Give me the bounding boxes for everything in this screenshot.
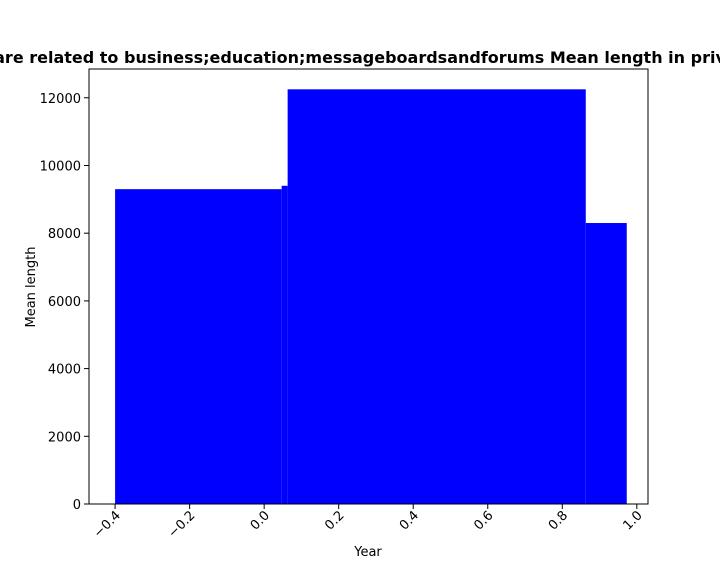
x-tick-label: −0.4 [91, 508, 124, 541]
x-tick-label: 0.2 [322, 508, 347, 533]
bar-1 [281, 185, 288, 504]
x-tick-label: −0.2 [166, 508, 199, 541]
x-axis-label: Year [353, 545, 382, 560]
x-axis-ticks: −0.4 −0.2 0.0 0.2 0.4 0.6 0.8 1.0 [91, 504, 646, 541]
bar-0 [115, 189, 282, 504]
x-tick-label: 0.6 [471, 508, 496, 533]
y-axis-ticks: 0 2000 4000 6000 8000 10000 12000 [40, 92, 89, 513]
y-tick-label: 12000 [40, 92, 81, 107]
x-tick-label: 0.4 [397, 508, 422, 533]
bar-2 [287, 89, 586, 505]
chart-title: are related to business;education;messag… [0, 48, 720, 67]
x-tick-label: 1.0 [620, 508, 645, 533]
bars-group [115, 89, 627, 505]
y-tick-label: 0 [73, 498, 81, 513]
y-tick-label: 10000 [40, 159, 81, 174]
plot-frame [88, 68, 649, 505]
y-tick-label: 8000 [48, 227, 81, 242]
y-tick-label: 6000 [48, 295, 81, 310]
x-tick-label: 0.0 [248, 508, 273, 533]
y-axis-label: Mean length [24, 247, 39, 328]
bar-3 [585, 223, 627, 505]
x-tick-label: 0.8 [546, 508, 571, 533]
y-tick-label: 4000 [48, 363, 81, 378]
y-tick-label: 2000 [48, 430, 81, 445]
